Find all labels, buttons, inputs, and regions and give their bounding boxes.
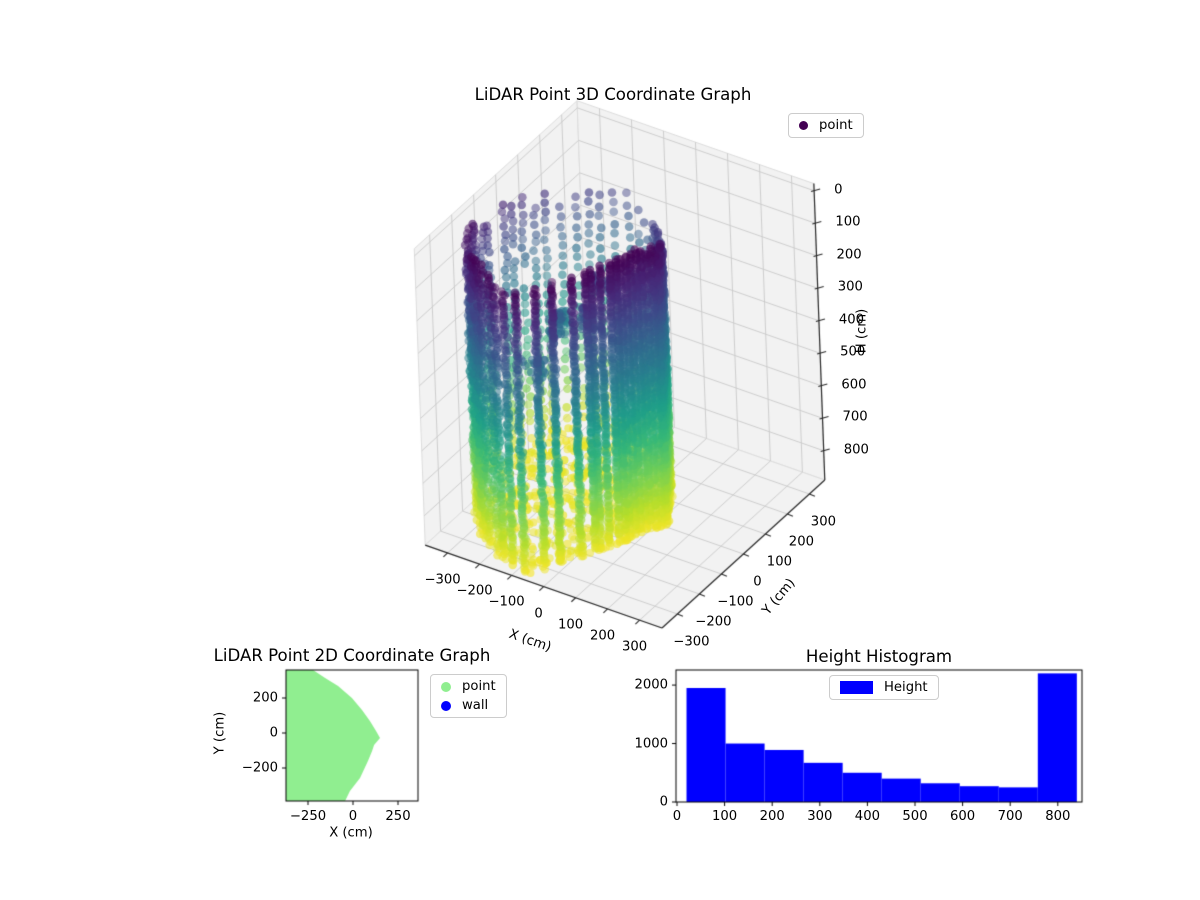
plot2d-legend: point wall: [430, 674, 507, 718]
plot3d-title: LiDAR Point 3D Coordinate Graph: [474, 85, 752, 104]
plot2d-title: LiDAR Point 2D Coordinate Graph: [213, 646, 491, 665]
plot3d-z-tick-label: 700: [842, 409, 868, 425]
plot3d-z-tick-label: 400: [838, 312, 865, 328]
plot3d-z-tick-label: 0: [834, 182, 843, 198]
plot2d-x-tick-label: 250: [385, 809, 411, 824]
plot3d-x-tick-label: 200: [590, 628, 616, 644]
plot3d-y-tick-label: −100: [717, 594, 754, 610]
plot3d-y-tick-label: −300: [673, 634, 710, 650]
plot3d-x-tick-label: 0: [534, 605, 543, 621]
histogram-x-tick-label: 200: [759, 809, 785, 824]
plot3d-z-tick-label: 200: [836, 247, 862, 263]
histogram-x-tick-label: 0: [672, 809, 682, 824]
plot2d-y-tick-label: 0: [269, 725, 278, 741]
plot3d-legend: point: [788, 113, 864, 138]
plot2d-y-tick-label: −200: [241, 760, 278, 776]
legend-item-point3d: point: [799, 118, 853, 133]
plot3d-x-tick-label: 100: [558, 617, 584, 633]
plot2d-x-tick-label: −250: [289, 809, 327, 824]
histogram-y-tick-label: 1000: [634, 735, 668, 751]
plot2d-y-tick-label: 200: [252, 690, 278, 706]
plot3d-x-tick-label: −200: [456, 583, 493, 599]
plot2d-ylabel: Y (cm): [212, 711, 228, 755]
histogram-x-tick-label: 700: [997, 809, 1023, 824]
legend-item-height: Height: [840, 680, 928, 695]
legend-label: point: [462, 679, 496, 694]
histogram-x-tick-label: 800: [1045, 809, 1071, 824]
plot3d-y-tick-label: −200: [695, 614, 732, 630]
histogram-title: Height Histogram: [805, 647, 953, 666]
height-marker-icon: [840, 681, 873, 694]
plot2d-x-tick-label: 0: [348, 809, 358, 824]
histogram-y-tick-label: 2000: [634, 677, 668, 693]
histogram-x-tick-label: 400: [854, 809, 880, 824]
plot3d-x-tick-label: −100: [488, 594, 525, 610]
plot3d-z-tick-label: 100: [835, 214, 861, 230]
plot3d-z-tick-label: 800: [843, 442, 869, 458]
point-marker-icon: [441, 681, 451, 692]
point-marker-icon: [799, 121, 808, 130]
plot3d-y-tick-label: 300: [810, 514, 836, 530]
histogram-x-tick-label: 100: [712, 809, 738, 824]
histogram-x-tick-label: 500: [902, 809, 928, 824]
plot3d-z-tick-label: 500: [840, 344, 866, 360]
plot3d-x-tick-label: −300: [424, 572, 461, 588]
histogram-legend: Height: [829, 675, 939, 700]
histogram-y-tick-label: 0: [659, 794, 668, 810]
histogram-x-tick-label: 300: [807, 809, 833, 824]
plot3d-ylabel: Y (cm): [759, 575, 799, 619]
plot3d-y-tick-label: 100: [766, 554, 792, 570]
wall-marker-icon: [441, 700, 451, 711]
plot3d-x-tick-label: 300: [622, 639, 648, 655]
plot3d-z-tick-label: 600: [841, 377, 867, 393]
plot2d-xlabel: X (cm): [329, 825, 373, 841]
plot3d-xlabel: X (cm): [506, 626, 554, 656]
histogram-x-tick-label: 600: [950, 809, 976, 824]
legend-item-wall: wall: [441, 698, 496, 713]
legend-label: wall: [462, 698, 489, 713]
plot3d-y-tick-label: 200: [788, 534, 814, 550]
plot3d-z-tick-label: 300: [837, 279, 863, 295]
legend-label: point: [819, 118, 853, 133]
plot3d-y-tick-label: 0: [753, 574, 762, 590]
legend-label: Height: [884, 680, 928, 695]
legend-item-point: point: [441, 679, 496, 694]
